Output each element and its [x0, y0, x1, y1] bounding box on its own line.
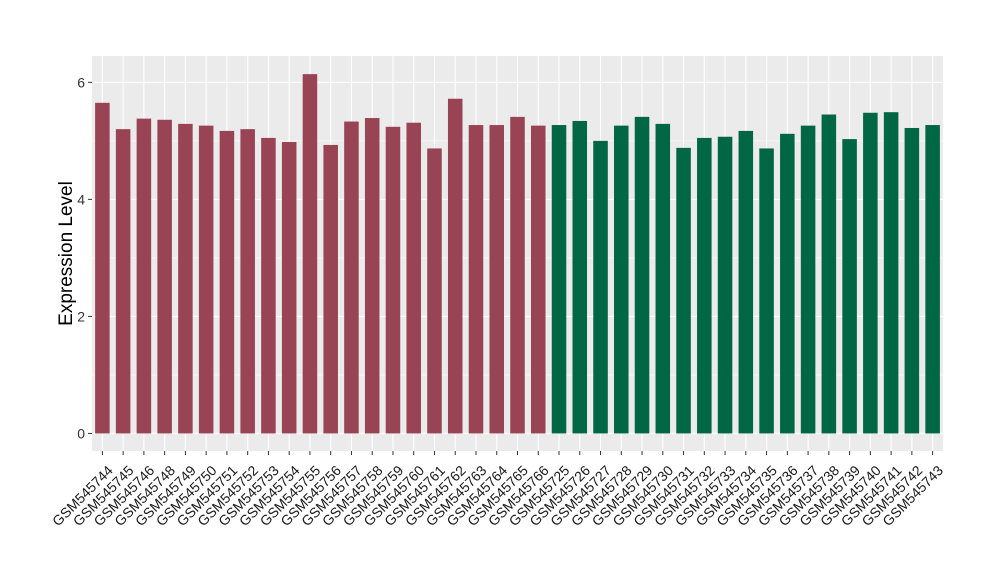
bar — [510, 116, 525, 434]
bar — [593, 140, 608, 434]
bar — [530, 125, 546, 434]
bar — [219, 130, 235, 434]
bar — [738, 130, 754, 434]
bar — [364, 118, 380, 434]
bar — [634, 116, 650, 434]
bar — [676, 147, 691, 434]
bar — [240, 129, 255, 434]
bar — [614, 125, 629, 434]
bar — [842, 139, 857, 434]
bar — [904, 127, 920, 434]
bar — [759, 148, 774, 434]
bar — [95, 102, 110, 434]
bar — [385, 126, 401, 434]
y-tick-label: 2 — [77, 308, 85, 324]
bar — [468, 125, 484, 434]
bar — [780, 133, 795, 434]
bar — [178, 123, 193, 434]
bar — [281, 142, 297, 434]
bar — [717, 136, 733, 434]
bar — [447, 98, 463, 434]
bar — [344, 121, 359, 434]
bars — [95, 74, 940, 434]
y-tick-label: 4 — [77, 191, 85, 207]
bar — [427, 148, 442, 434]
y-tick-label: 0 — [77, 425, 85, 441]
bar — [655, 123, 671, 434]
bar — [323, 144, 338, 434]
x-axis: GSM545744GSM545745GSM545746GSM545748GSM5… — [49, 451, 946, 529]
bar — [800, 125, 816, 434]
bar — [157, 119, 172, 434]
y-axis: 0 2 4 6 — [77, 74, 92, 441]
bar — [136, 118, 152, 434]
bar — [551, 125, 567, 434]
bar — [925, 125, 940, 434]
y-tick-label: 6 — [77, 74, 85, 90]
bar — [302, 74, 318, 434]
bar — [115, 129, 131, 434]
y-axis-title: Expression Level — [56, 181, 77, 326]
bar — [198, 125, 214, 434]
bar — [883, 112, 899, 434]
bar — [821, 114, 837, 434]
bar — [261, 137, 276, 434]
bar — [697, 137, 712, 434]
bar — [406, 122, 421, 434]
bar — [863, 112, 878, 434]
bar — [572, 120, 588, 434]
bar — [489, 125, 505, 434]
